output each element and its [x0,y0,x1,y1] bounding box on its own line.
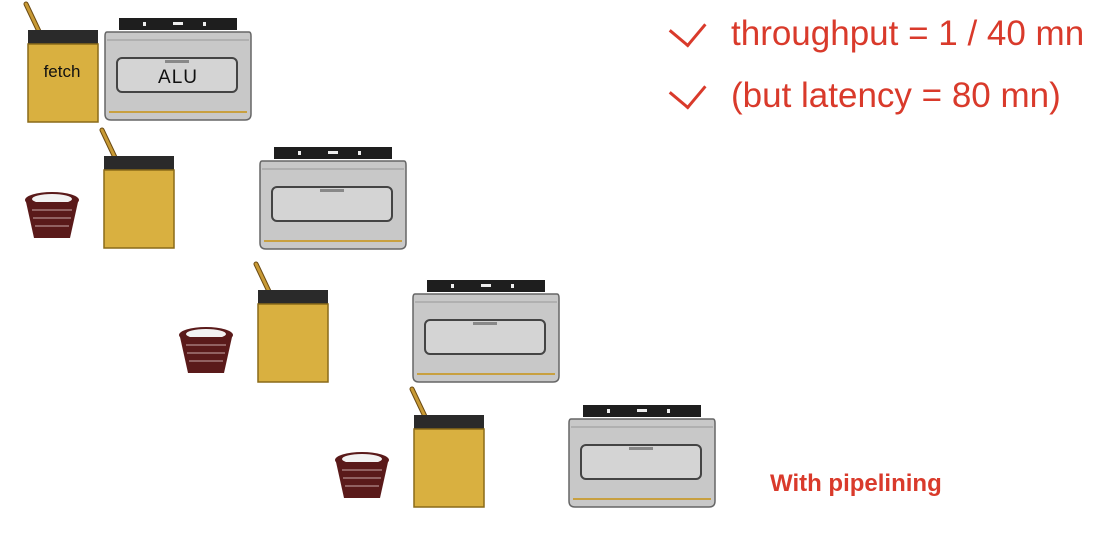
dryer-stage-2 [258,147,408,252]
washer-stage-3 [252,260,332,385]
dryer-stage-1: ALU [103,18,253,123]
washer-stage-1: fetch [22,0,102,125]
dryer-label-alu: ALU [158,67,198,88]
laundry-basket-3 [176,325,236,375]
note-throughput-text: throughput = 1 / 40 mn [731,14,1085,53]
washer-label-fetch: fetch [43,62,81,81]
dryer-stage-3 [411,280,561,385]
note-throughput: throughput = 1 / 40 mn [668,8,1085,54]
laundry-basket-4 [332,450,392,500]
dryer-stage-4 [567,405,717,510]
checkmark-icon [668,70,707,110]
pipelining-caption: With pipelining [770,470,942,497]
washer-stage-2 [98,126,178,251]
laundry-basket-2 [22,190,82,240]
note-latency-text: (but latency = 80 mn) [731,76,1061,115]
washer-stage-4 [408,385,488,510]
checkmark-icon [668,8,707,48]
note-latency: (but latency = 80 mn) [668,70,1061,116]
